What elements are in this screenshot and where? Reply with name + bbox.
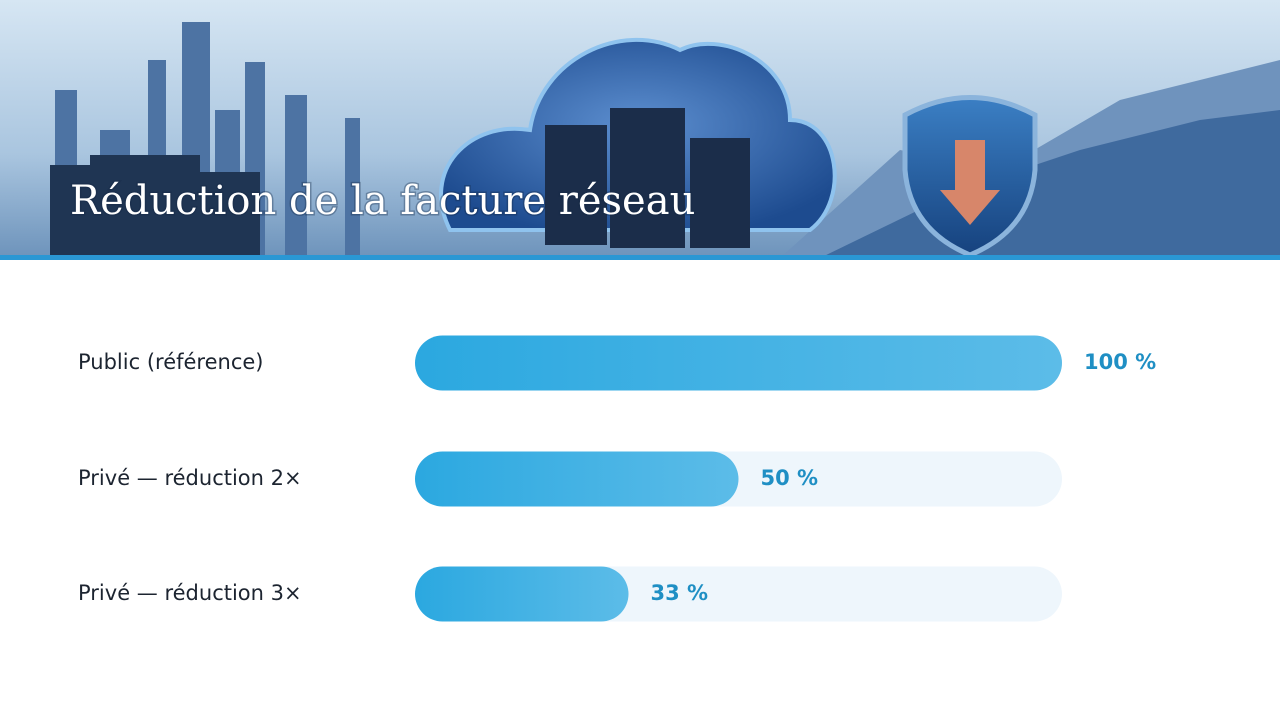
bar bbox=[415, 451, 739, 507]
bar bbox=[415, 566, 629, 622]
value-label: 100 % bbox=[1084, 350, 1156, 374]
value-label: 33 % bbox=[651, 581, 709, 605]
category-label: Privé — réduction 3× bbox=[78, 581, 302, 605]
header-banner: Réduction de la facture réseau bbox=[0, 0, 1280, 260]
category-label: Privé — réduction 2× bbox=[78, 466, 302, 490]
category-label: Public (référence) bbox=[78, 350, 263, 374]
chart-title: Réduction de la facture réseau bbox=[70, 178, 695, 224]
value-label: 50 % bbox=[761, 466, 819, 490]
bar bbox=[415, 335, 1062, 391]
